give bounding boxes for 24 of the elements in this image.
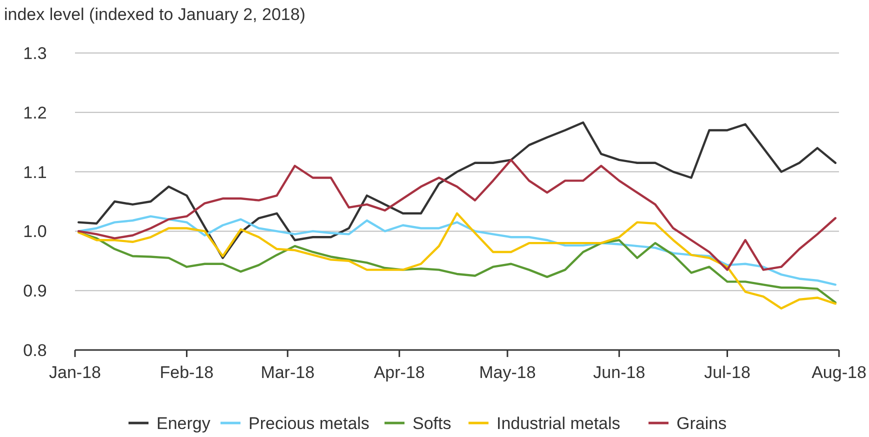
y-tick-label: 0.9	[23, 282, 47, 301]
y-axis-title: index level (indexed to January 2, 2018)	[4, 5, 306, 24]
legend-label: Softs	[412, 414, 452, 433]
x-tick-label: Aug-18	[812, 363, 866, 382]
x-tick-label: Jun-18	[593, 363, 646, 382]
x-tick-label: Feb-18	[160, 363, 214, 382]
x-tick-label: May-18	[479, 363, 536, 382]
x-tick-label: Jul-18	[704, 363, 750, 382]
line-series	[78, 215, 836, 286]
y-tick-label: 1.3	[23, 44, 47, 63]
legend-label: Energy	[156, 414, 211, 433]
y-tick-label: 0.8	[23, 340, 47, 360]
y-tick-label: 1.0	[23, 222, 47, 242]
x-tick-label: Jan-18	[49, 363, 101, 382]
y-tick-label: 1.2	[23, 103, 47, 122]
line-series	[78, 158, 836, 271]
legend-label: Industrial metals	[496, 414, 620, 433]
x-tick-label: Mar-18	[260, 363, 315, 382]
line-series	[78, 212, 836, 310]
y-tick-label: 1.1	[23, 162, 47, 182]
x-tick-label: Apr-18	[374, 363, 425, 382]
line-series	[78, 121, 836, 260]
legend-label: Grains	[676, 414, 727, 433]
legend-label: Precious metals	[248, 414, 370, 433]
